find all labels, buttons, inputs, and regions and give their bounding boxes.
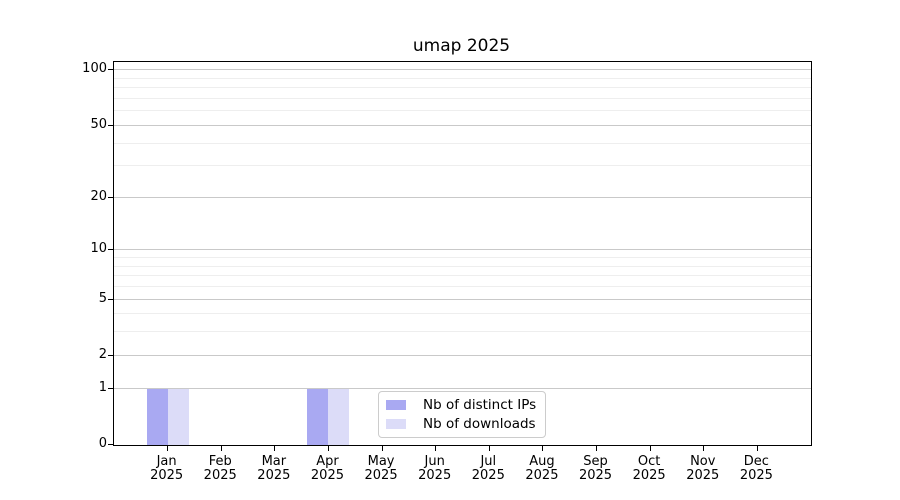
y-tick-label: 20 xyxy=(90,188,107,204)
x-tick-mark xyxy=(756,446,758,451)
y-tick-mark xyxy=(108,354,113,356)
y-tick-label: 0 xyxy=(98,436,107,451)
y-tick-mark xyxy=(108,387,113,389)
x-tick-label-year: 2025 xyxy=(686,468,720,483)
minor-gridline xyxy=(114,142,811,144)
x-tick-label: May 2025 xyxy=(349,455,413,483)
chart-title: umap 2025 xyxy=(412,36,511,56)
x-tick-label-month: Sep xyxy=(583,454,608,469)
x-tick-label-month: Jun xyxy=(424,454,445,469)
minor-gridline xyxy=(114,165,811,167)
legend-label: Nb of downloads xyxy=(423,416,536,432)
x-tick-label: Oct 2025 xyxy=(617,455,681,483)
x-tick-label-month: Dec xyxy=(743,454,769,469)
x-tick-label-year: 2025 xyxy=(632,468,666,483)
major-gridline xyxy=(114,298,811,300)
minor-gridline xyxy=(114,275,811,277)
legend-swatch xyxy=(386,419,406,429)
x-tick-mark xyxy=(167,446,169,451)
x-tick-mark xyxy=(220,446,222,451)
bar-nb-of-distinct-ips xyxy=(307,388,329,445)
x-tick-label-year: 2025 xyxy=(310,468,344,483)
x-tick-mark xyxy=(649,446,651,451)
y-tick-label: 5 xyxy=(98,290,107,306)
x-tick-label-year: 2025 xyxy=(418,468,452,483)
x-tick-mark xyxy=(435,446,437,451)
x-tick-label: Sep 2025 xyxy=(564,455,628,483)
minor-gridline xyxy=(114,110,811,112)
y-tick-label: 100 xyxy=(82,61,107,77)
legend-swatch xyxy=(386,400,406,410)
major-gridline xyxy=(114,124,811,126)
minor-gridline xyxy=(114,286,811,288)
x-tick-label-year: 2025 xyxy=(257,468,291,483)
minor-gridline xyxy=(114,257,811,259)
y-tick-mark xyxy=(108,249,113,251)
y-tick-label: 10 xyxy=(90,241,107,257)
y-tick-label: 2 xyxy=(98,346,107,362)
legend-label: Nb of distinct IPs xyxy=(423,397,537,413)
x-tick-label-year: 2025 xyxy=(739,468,773,483)
x-tick-mark xyxy=(703,446,705,451)
x-tick-mark xyxy=(381,446,383,451)
major-gridline xyxy=(114,249,811,251)
x-tick-label-month: Nov xyxy=(690,454,716,469)
x-tick-mark xyxy=(488,446,490,451)
x-tick-label-year: 2025 xyxy=(578,468,613,483)
x-tick-label: Apr 2025 xyxy=(295,455,359,483)
legend-entry: Nb of downloads xyxy=(386,416,536,432)
major-gridline xyxy=(114,387,811,389)
x-tick-label: Nov 2025 xyxy=(671,455,735,483)
y-tick-mark xyxy=(108,196,113,198)
minor-gridline xyxy=(114,265,811,267)
x-tick-label: Dec 2025 xyxy=(724,455,788,483)
x-tick-mark xyxy=(327,446,329,451)
x-tick-label-month: Jan xyxy=(156,454,177,469)
x-tick-label-year: 2025 xyxy=(203,468,237,483)
x-tick-label-month: Feb xyxy=(208,454,232,469)
major-gridline xyxy=(114,196,811,198)
x-tick-label-year: 2025 xyxy=(525,468,559,483)
y-tick-mark xyxy=(108,444,113,445)
minor-gridline xyxy=(114,98,811,99)
x-tick-label: Aug 2025 xyxy=(510,455,574,483)
x-tick-mark xyxy=(274,446,276,451)
x-tick-label-month: Jul xyxy=(480,454,497,469)
x-tick-label-year: 2025 xyxy=(471,468,505,483)
y-tick-mark xyxy=(108,124,113,126)
minor-gridline xyxy=(114,313,811,315)
x-tick-label: Jul 2025 xyxy=(456,455,520,483)
x-tick-label-year: 2025 xyxy=(364,468,398,483)
x-tick-label: Mar 2025 xyxy=(242,455,306,483)
x-tick-label: Feb 2025 xyxy=(188,455,252,483)
major-gridline xyxy=(114,354,811,356)
x-tick-label-month: May xyxy=(367,454,395,469)
x-tick-mark xyxy=(542,446,544,451)
x-tick-label-month: Apr xyxy=(316,454,339,469)
minor-gridline xyxy=(114,331,811,333)
y-tick-label: 1 xyxy=(98,379,107,395)
x-tick-label-month: Aug xyxy=(529,454,555,469)
y-tick-mark xyxy=(108,69,113,71)
bar-nb-of-downloads xyxy=(328,388,350,445)
x-tick-label: Jun 2025 xyxy=(403,455,467,483)
x-tick-mark xyxy=(596,446,598,451)
y-tick-mark xyxy=(108,298,113,300)
y-tick-label: 50 xyxy=(90,116,107,132)
legend: Nb of distinct IPs Nb of downloads xyxy=(378,391,547,438)
x-tick-label-year: 2025 xyxy=(150,468,184,483)
legend-entry: Nb of distinct IPs xyxy=(386,397,536,413)
x-tick-label: Jan 2025 xyxy=(135,455,199,483)
plot-area xyxy=(108,61,812,451)
minor-gridline xyxy=(114,77,811,79)
minor-gridline xyxy=(114,87,811,89)
bar-nb-of-distinct-ips xyxy=(146,388,168,445)
x-tick-label-month: Mar xyxy=(261,454,287,469)
x-tick-label-month: Oct xyxy=(637,454,661,469)
bar-nb-of-downloads xyxy=(167,388,189,445)
major-gridline xyxy=(114,69,811,71)
